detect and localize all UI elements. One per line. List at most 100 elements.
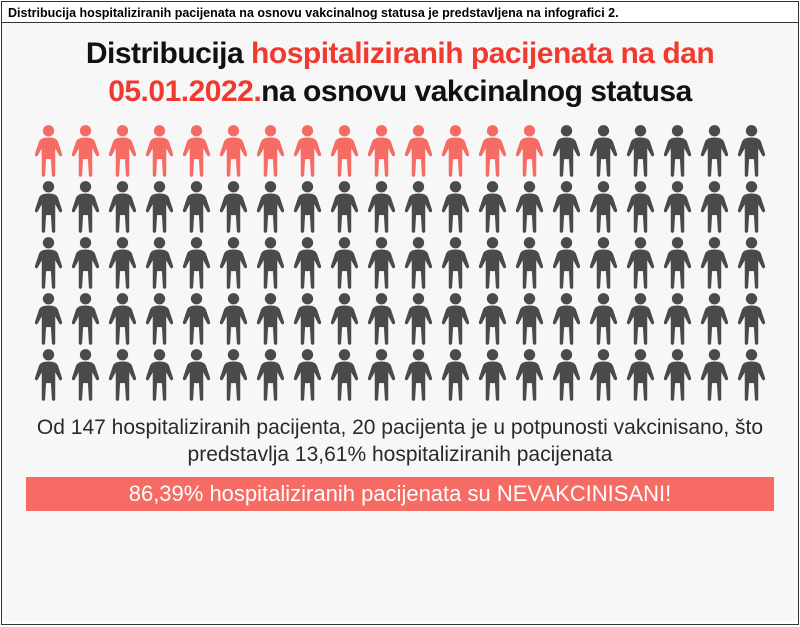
person-icon bbox=[31, 180, 66, 234]
person-icon bbox=[364, 236, 399, 290]
person-icon bbox=[290, 180, 325, 234]
person-icon bbox=[327, 180, 362, 234]
person-icon bbox=[179, 236, 214, 290]
person-icon bbox=[290, 124, 325, 178]
person-icon bbox=[401, 292, 436, 346]
main-title: Distribucija hospitaliziranih pacijenata… bbox=[2, 29, 798, 120]
highlight-bar: 86,39% hospitaliziranih pacijenata su NE… bbox=[26, 477, 774, 511]
pictogram-grid bbox=[2, 120, 798, 410]
person-icon bbox=[142, 124, 177, 178]
person-icon bbox=[586, 124, 621, 178]
person-icon bbox=[549, 348, 584, 402]
person-icon bbox=[475, 236, 510, 290]
person-icon bbox=[68, 236, 103, 290]
person-icon bbox=[660, 124, 695, 178]
person-icon bbox=[697, 124, 732, 178]
person-icon bbox=[549, 292, 584, 346]
person-icon bbox=[734, 180, 769, 234]
person-icon bbox=[105, 292, 140, 346]
person-icon bbox=[142, 180, 177, 234]
person-icon bbox=[31, 348, 66, 402]
person-icon bbox=[327, 236, 362, 290]
person-icon bbox=[697, 292, 732, 346]
person-icon bbox=[327, 348, 362, 402]
person-icon bbox=[623, 348, 658, 402]
person-icon bbox=[105, 236, 140, 290]
person-icon bbox=[586, 180, 621, 234]
person-icon bbox=[586, 236, 621, 290]
person-icon bbox=[253, 124, 288, 178]
person-icon bbox=[179, 180, 214, 234]
person-icon bbox=[364, 124, 399, 178]
person-icon bbox=[734, 348, 769, 402]
person-icon bbox=[660, 348, 695, 402]
person-icon bbox=[31, 292, 66, 346]
person-icon bbox=[253, 180, 288, 234]
person-icon bbox=[623, 124, 658, 178]
person-icon bbox=[253, 292, 288, 346]
person-icon bbox=[31, 236, 66, 290]
person-icon bbox=[660, 236, 695, 290]
person-icon bbox=[401, 124, 436, 178]
person-icon bbox=[512, 124, 547, 178]
person-icon bbox=[660, 180, 695, 234]
title-part: na osnovu vakcinalnog statusa bbox=[261, 75, 692, 108]
person-icon bbox=[586, 292, 621, 346]
person-icon bbox=[31, 124, 66, 178]
person-icon bbox=[68, 292, 103, 346]
person-icon bbox=[475, 124, 510, 178]
person-icon bbox=[142, 348, 177, 402]
person-icon bbox=[327, 292, 362, 346]
person-icon bbox=[549, 180, 584, 234]
person-icon bbox=[697, 348, 732, 402]
person-icon bbox=[105, 124, 140, 178]
person-icon bbox=[512, 180, 547, 234]
person-icon bbox=[179, 348, 214, 402]
person-icon bbox=[475, 180, 510, 234]
person-icon bbox=[364, 348, 399, 402]
person-icon bbox=[105, 348, 140, 402]
person-icon bbox=[290, 292, 325, 346]
person-icon bbox=[512, 348, 547, 402]
person-icon bbox=[549, 124, 584, 178]
content-area: Distribucija hospitaliziranih pacijenata… bbox=[2, 23, 798, 621]
person-icon bbox=[253, 236, 288, 290]
person-icon bbox=[401, 180, 436, 234]
footer-text: Od 147 hospitaliziranih pacijenta, 20 pa… bbox=[2, 410, 798, 473]
person-icon bbox=[660, 292, 695, 346]
person-icon bbox=[290, 348, 325, 402]
person-icon bbox=[142, 236, 177, 290]
person-icon bbox=[401, 348, 436, 402]
person-icon bbox=[697, 180, 732, 234]
person-icon bbox=[512, 236, 547, 290]
person-icon bbox=[475, 292, 510, 346]
person-icon bbox=[364, 292, 399, 346]
person-icon bbox=[623, 236, 658, 290]
infographic-container: Distribucija hospitaliziranih pacijenata… bbox=[1, 1, 799, 625]
person-icon bbox=[401, 236, 436, 290]
person-icon bbox=[290, 236, 325, 290]
person-icon bbox=[142, 292, 177, 346]
person-icon bbox=[697, 236, 732, 290]
person-icon bbox=[253, 348, 288, 402]
person-icon bbox=[438, 180, 473, 234]
person-icon bbox=[216, 180, 251, 234]
person-icon bbox=[105, 180, 140, 234]
person-icon bbox=[327, 124, 362, 178]
title-part: Distribucija bbox=[86, 37, 251, 70]
person-icon bbox=[68, 124, 103, 178]
person-icon bbox=[512, 292, 547, 346]
person-icon bbox=[179, 292, 214, 346]
person-icon bbox=[549, 236, 584, 290]
person-icon bbox=[216, 348, 251, 402]
person-icon bbox=[734, 124, 769, 178]
person-icon bbox=[68, 180, 103, 234]
person-icon bbox=[623, 292, 658, 346]
person-icon bbox=[438, 236, 473, 290]
person-icon bbox=[734, 236, 769, 290]
person-icon bbox=[364, 180, 399, 234]
person-icon bbox=[586, 348, 621, 402]
person-icon bbox=[623, 180, 658, 234]
person-icon bbox=[216, 236, 251, 290]
person-icon bbox=[438, 124, 473, 178]
